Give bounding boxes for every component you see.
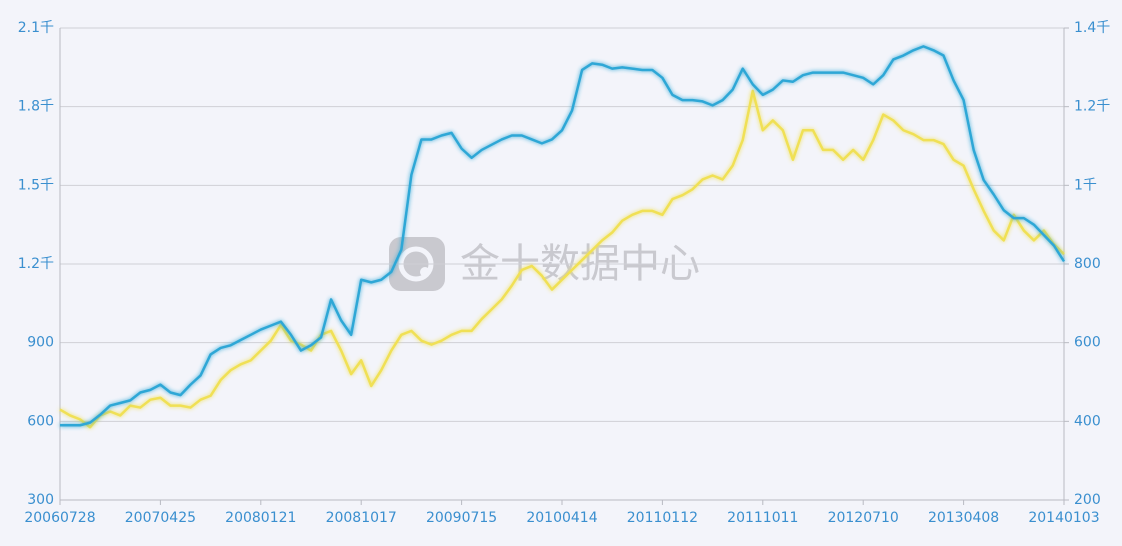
series-line xyxy=(59,89,1065,429)
y-tick-label: 1.5千 xyxy=(18,177,54,193)
x-tick-label: 20081017 xyxy=(326,510,397,526)
x-tick-label: 20080121 xyxy=(225,510,296,526)
y2-tick-label: 400 xyxy=(1074,413,1101,429)
y-tick-label: 1.2千 xyxy=(18,256,54,272)
y2-tick-label: 800 xyxy=(1074,256,1101,272)
y2-tick-label: 1千 xyxy=(1074,177,1097,193)
x-tick-label: 20070425 xyxy=(125,510,196,526)
series-line xyxy=(60,45,1066,427)
x-tick-label: 20100414 xyxy=(526,510,597,526)
x-tick-label: 20140103 xyxy=(1028,510,1099,526)
x-tick-label: 20110112 xyxy=(627,510,698,526)
x-tick-label: 20060728 xyxy=(24,510,95,526)
y-tick-label: 2.1千 xyxy=(18,20,54,36)
y2-tick-label: 1.2千 xyxy=(1074,99,1110,115)
x-tick-label: 20130408 xyxy=(928,510,999,526)
y2-tick-label: 600 xyxy=(1074,335,1101,351)
y-tick-label: 1.8千 xyxy=(18,99,54,115)
x-tick-label: 20120710 xyxy=(828,510,899,526)
y2-tick-label: 1.4千 xyxy=(1074,20,1110,36)
y-tick-label: 900 xyxy=(27,335,54,351)
y2-tick-label: 200 xyxy=(1074,492,1101,508)
y-tick-label: 600 xyxy=(27,413,54,429)
x-tick-label: 20090715 xyxy=(426,510,497,526)
x-tick-label: 20111011 xyxy=(727,510,798,526)
y-tick-label: 300 xyxy=(27,492,54,508)
